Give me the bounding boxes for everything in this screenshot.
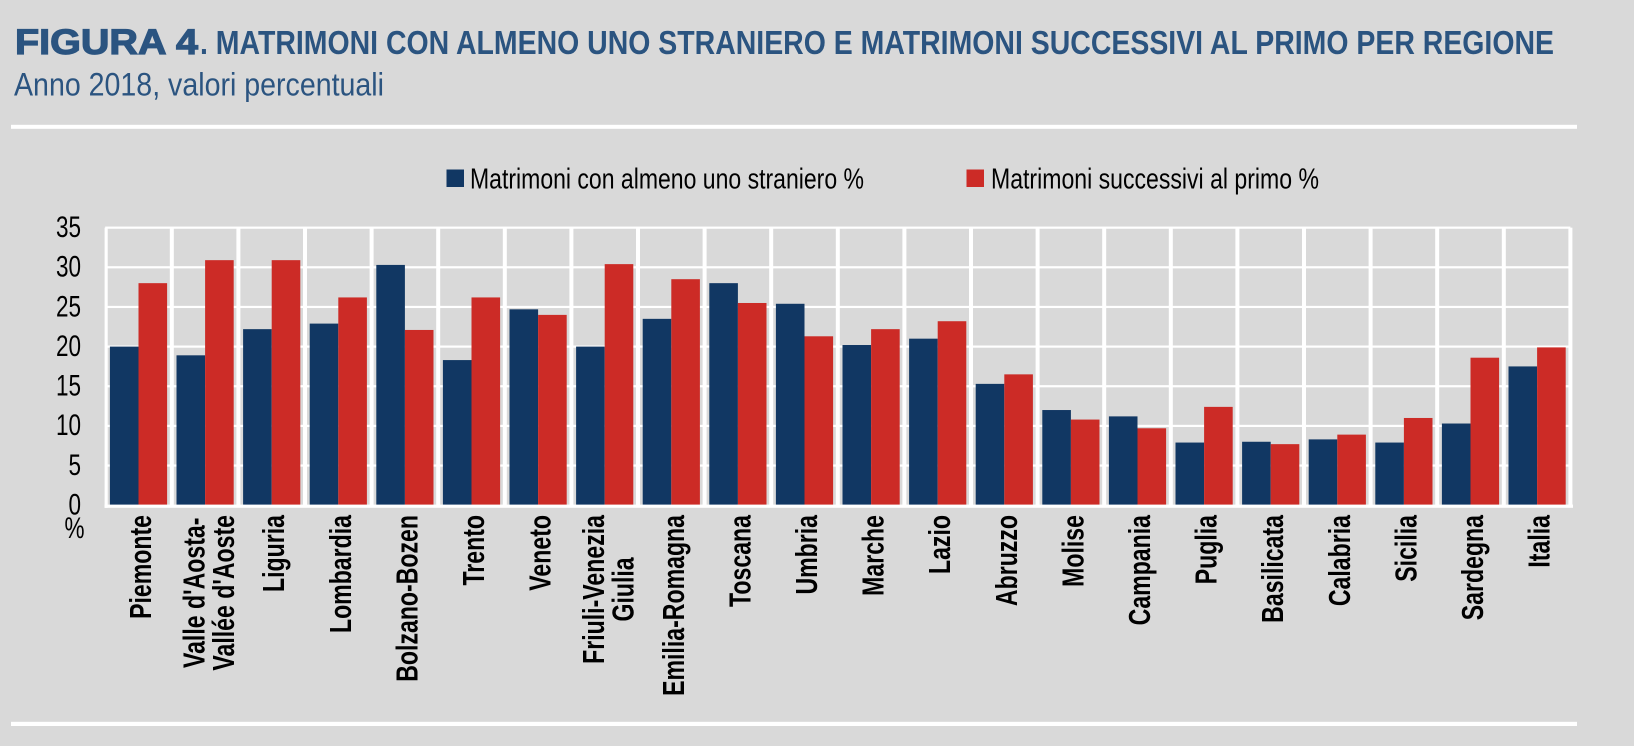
svg-text:Trento: Trento — [456, 515, 491, 586]
svg-text:. MATRIMONI CON ALMENO UNO STR: . MATRIMONI CON ALMENO UNO STRANIERO E M… — [200, 25, 1554, 62]
svg-text:Valle d'Aosta-: Valle d'Aosta- — [176, 518, 211, 668]
svg-text:Italia: Italia — [1521, 514, 1556, 567]
svg-text:Abruzzo: Abruzzo — [988, 515, 1023, 606]
svg-text:Matrimoni successivi al primo: Matrimoni successivi al primo % — [991, 164, 1319, 196]
svg-text:Umbria: Umbria — [789, 514, 824, 594]
svg-text:10: 10 — [56, 408, 81, 442]
svg-text:Campania: Campania — [1122, 514, 1157, 625]
svg-text:Molise: Molise — [1055, 515, 1090, 587]
svg-text:FIGURA 4: FIGURA 4 — [15, 23, 199, 62]
svg-text:%: % — [64, 511, 84, 545]
svg-text:Liguria: Liguria — [256, 514, 291, 592]
svg-text:Sicilia: Sicilia — [1388, 514, 1423, 581]
svg-text:Basilicata: Basilicata — [1255, 514, 1290, 622]
svg-text:Anno 2018, valori percentuali: Anno 2018, valori percentuali — [14, 67, 384, 103]
svg-text:30: 30 — [56, 249, 81, 283]
svg-text:Lombardia: Lombardia — [322, 514, 357, 633]
svg-text:Friuli-Venezia: Friuli-Venezia — [576, 514, 611, 664]
svg-text:Emilia-Romagna: Emilia-Romagna — [655, 514, 690, 696]
svg-text:25: 25 — [56, 289, 81, 323]
svg-text:Sardegna: Sardegna — [1455, 514, 1490, 620]
svg-text:Calabria: Calabria — [1321, 514, 1356, 606]
svg-text:5: 5 — [68, 448, 81, 482]
svg-text:Vallée d'Aoste: Vallée d'Aoste — [205, 515, 240, 671]
svg-text:15: 15 — [56, 368, 81, 402]
svg-text:Toscana: Toscana — [722, 514, 757, 607]
svg-text:Bolzano-Bozen: Bolzano-Bozen — [389, 515, 424, 682]
svg-text:Marche: Marche — [855, 515, 890, 596]
svg-text:Puglia: Puglia — [1188, 514, 1223, 584]
svg-text:20: 20 — [56, 329, 81, 363]
svg-text:Giulia: Giulia — [605, 557, 640, 622]
svg-text:Lazio: Lazio — [922, 515, 957, 574]
svg-text:0: 0 — [68, 487, 81, 521]
svg-text:Piemonte: Piemonte — [123, 515, 158, 619]
svg-text:Matrimoni con almeno uno stran: Matrimoni con almeno uno straniero % — [470, 164, 864, 196]
svg-text:Veneto: Veneto — [522, 515, 557, 591]
svg-text:35: 35 — [56, 210, 81, 244]
